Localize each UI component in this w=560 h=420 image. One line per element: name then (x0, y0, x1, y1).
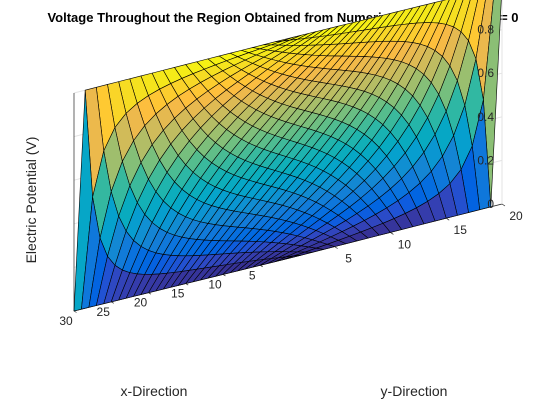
x-tick-mark (260, 265, 263, 268)
z-tick-label: 0.2 (477, 153, 494, 167)
x-tick-mark (185, 283, 189, 286)
x-tick-label: 5 (249, 268, 256, 282)
x-tick-mark (73, 310, 77, 313)
x-tick-label: 30 (59, 314, 73, 328)
x-tick-mark (148, 292, 152, 295)
x-tick-label: 20 (134, 296, 148, 310)
z-tick-label: 0.6 (477, 66, 494, 80)
x-tick-label: 10 (208, 277, 222, 291)
y-tick-mark (446, 217, 450, 221)
y-tick-label: 15 (454, 223, 468, 237)
y-tick-label: 5 (345, 252, 352, 266)
z-axis-label: Electric Potential (V) (23, 137, 39, 264)
x-tick-mark (111, 301, 114, 304)
z-tick-label: 0.4 (477, 110, 494, 124)
x-tick-mark (222, 274, 226, 277)
y-tick-mark (501, 203, 506, 207)
z-tick-label: 0.8 (477, 23, 494, 37)
y-axis-label: y-Direction (381, 383, 448, 399)
y-tick-label: 10 (398, 237, 412, 251)
y-tick-label: 20 (509, 209, 523, 223)
x-axis-label: x-Direction (121, 383, 188, 399)
x-tick-label: 25 (97, 305, 111, 319)
z-tick-label: 0 (487, 197, 494, 211)
y-tick-mark (334, 246, 338, 249)
surface-patch (282, 254, 302, 261)
surface-mesh (73, 0, 502, 312)
y-tick-mark (390, 232, 394, 235)
x-tick-label: 15 (171, 287, 185, 301)
